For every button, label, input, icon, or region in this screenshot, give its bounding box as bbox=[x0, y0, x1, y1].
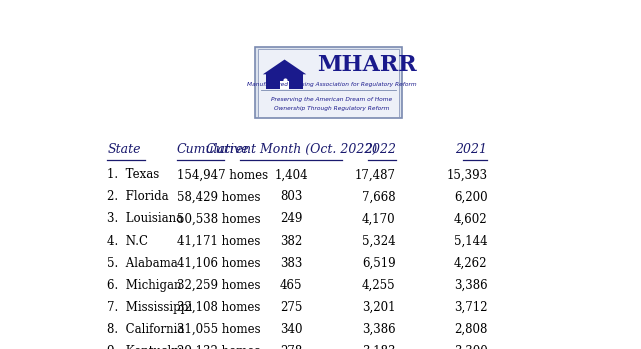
Text: 4,255: 4,255 bbox=[362, 279, 395, 291]
Text: 6.  Michigan: 6. Michigan bbox=[108, 279, 182, 291]
Text: 3,386: 3,386 bbox=[454, 279, 487, 291]
Text: 17,487: 17,487 bbox=[354, 169, 395, 181]
Text: 7.  Mississippi: 7. Mississippi bbox=[108, 300, 192, 314]
Text: 41,106 homes: 41,106 homes bbox=[177, 257, 260, 269]
Text: 4,262: 4,262 bbox=[454, 257, 487, 269]
Text: 8.  California: 8. California bbox=[108, 323, 185, 336]
FancyBboxPatch shape bbox=[280, 81, 289, 89]
Text: 31,055 homes: 31,055 homes bbox=[177, 323, 261, 336]
FancyBboxPatch shape bbox=[265, 74, 303, 89]
Text: 278: 278 bbox=[280, 345, 303, 349]
Text: 4.  N.C: 4. N.C bbox=[108, 235, 149, 247]
Text: 6,200: 6,200 bbox=[454, 191, 487, 203]
Text: 340: 340 bbox=[280, 323, 303, 336]
Text: 4,602: 4,602 bbox=[454, 213, 487, 225]
Text: 3,201: 3,201 bbox=[362, 300, 395, 314]
Text: 154,947 homes: 154,947 homes bbox=[177, 169, 268, 181]
Text: 2.  Florida: 2. Florida bbox=[108, 191, 169, 203]
Text: Preserving the American Dream of Home: Preserving the American Dream of Home bbox=[271, 97, 392, 102]
Text: 382: 382 bbox=[280, 235, 303, 247]
Text: 32,259 homes: 32,259 homes bbox=[177, 279, 260, 291]
Text: 803: 803 bbox=[280, 191, 303, 203]
Text: 41,171 homes: 41,171 homes bbox=[177, 235, 260, 247]
Polygon shape bbox=[263, 60, 306, 74]
Text: Manufactured Housing Association for Regulatory Reform: Manufactured Housing Association for Reg… bbox=[247, 82, 416, 88]
Text: Current Month (Oct. 2022): Current Month (Oct. 2022) bbox=[206, 143, 377, 156]
Text: 3,300: 3,300 bbox=[454, 345, 487, 349]
FancyBboxPatch shape bbox=[255, 47, 402, 118]
Text: 58,429 homes: 58,429 homes bbox=[177, 191, 260, 203]
Text: 275: 275 bbox=[280, 300, 303, 314]
Text: 2022: 2022 bbox=[363, 143, 395, 156]
Text: MHARR: MHARR bbox=[317, 54, 417, 76]
Text: 3,386: 3,386 bbox=[362, 323, 395, 336]
Text: 5,144: 5,144 bbox=[454, 235, 487, 247]
Text: 7,668: 7,668 bbox=[362, 191, 395, 203]
Text: 3,183: 3,183 bbox=[362, 345, 395, 349]
Text: 3.  Louisiana: 3. Louisiana bbox=[108, 213, 183, 225]
Text: 1.  Texas: 1. Texas bbox=[108, 169, 160, 181]
Text: 1,404: 1,404 bbox=[274, 169, 308, 181]
Text: 9.  Kentucky: 9. Kentucky bbox=[108, 345, 181, 349]
Text: State: State bbox=[108, 143, 141, 156]
Text: 4,170: 4,170 bbox=[362, 213, 395, 225]
Text: Ownership Through Regulatory Reform: Ownership Through Regulatory Reform bbox=[274, 106, 389, 111]
Text: 32,108 homes: 32,108 homes bbox=[177, 300, 260, 314]
Text: 2021: 2021 bbox=[456, 143, 487, 156]
Text: 2,808: 2,808 bbox=[454, 323, 487, 336]
Text: 465: 465 bbox=[280, 279, 303, 291]
Text: 3,712: 3,712 bbox=[454, 300, 487, 314]
Text: 15,393: 15,393 bbox=[446, 169, 487, 181]
Text: 5.  Alabama: 5. Alabama bbox=[108, 257, 178, 269]
Text: 5,324: 5,324 bbox=[362, 235, 395, 247]
Text: 383: 383 bbox=[280, 257, 303, 269]
Text: 50,538 homes: 50,538 homes bbox=[177, 213, 261, 225]
Text: 6,519: 6,519 bbox=[362, 257, 395, 269]
Text: 249: 249 bbox=[280, 213, 303, 225]
Text: 29,132 homes: 29,132 homes bbox=[177, 345, 260, 349]
Text: Cumulative: Cumulative bbox=[177, 143, 249, 156]
FancyBboxPatch shape bbox=[258, 49, 399, 117]
